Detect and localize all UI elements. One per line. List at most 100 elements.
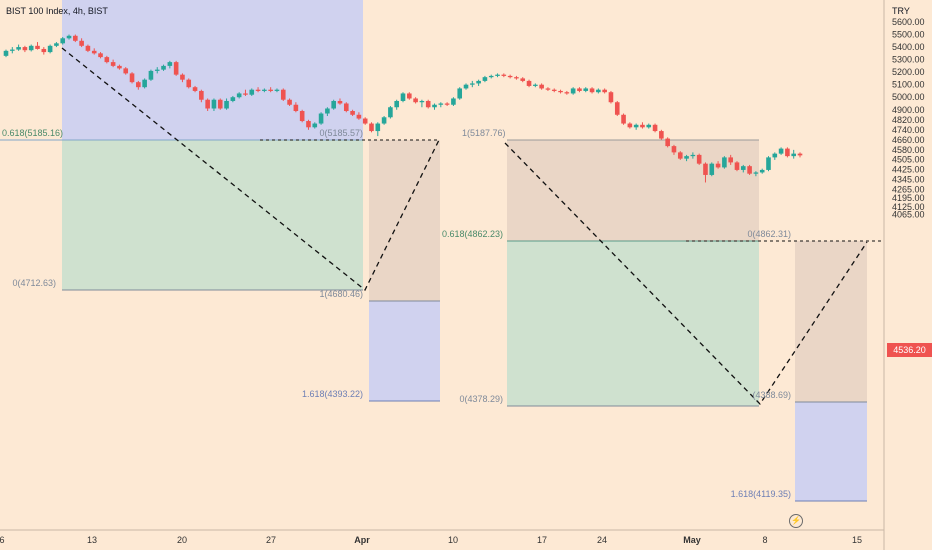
candle xyxy=(791,149,796,159)
candle-body xyxy=(211,99,217,109)
candle xyxy=(608,90,614,104)
candle-body xyxy=(22,47,28,51)
candle xyxy=(614,100,620,117)
candle xyxy=(337,98,343,105)
candle-body xyxy=(110,62,116,66)
candle-body xyxy=(677,152,683,159)
candle-body xyxy=(161,65,166,70)
candle xyxy=(602,88,607,94)
candle xyxy=(16,44,21,51)
y-tick-label: 4425.00 xyxy=(892,164,925,174)
candle xyxy=(54,42,59,48)
zone-a-blue xyxy=(62,0,363,140)
candle-body xyxy=(539,84,544,89)
candle-body xyxy=(54,43,59,46)
candle-body xyxy=(407,93,412,99)
candle-body xyxy=(129,73,135,83)
candle xyxy=(331,99,336,110)
candle xyxy=(703,162,708,183)
candle xyxy=(394,99,399,110)
candle xyxy=(551,88,557,93)
candle xyxy=(583,87,589,93)
candle xyxy=(514,75,519,80)
fib-label: 0(5185.57) xyxy=(319,128,363,138)
candle xyxy=(425,99,431,109)
candle-body xyxy=(331,100,336,109)
candle-body xyxy=(173,62,179,75)
y-tick-label: 4580.00 xyxy=(892,145,925,155)
candle-body xyxy=(28,45,34,51)
candle xyxy=(501,73,507,78)
candle-body xyxy=(596,89,601,93)
candle xyxy=(558,89,563,94)
candle xyxy=(671,144,677,155)
x-tick-label: 6 xyxy=(0,535,5,545)
candle xyxy=(627,122,633,129)
fib-label: 0(4712.63) xyxy=(12,278,56,288)
candle-body xyxy=(514,77,519,79)
candle-body xyxy=(621,114,626,124)
candle-body xyxy=(73,35,78,41)
candle-body xyxy=(564,92,570,94)
candle xyxy=(652,123,658,133)
y-tick-label: 5400.00 xyxy=(892,42,925,52)
dash-leg-1 xyxy=(61,47,441,292)
candle-body xyxy=(583,88,589,91)
y-tick-label: 5000.00 xyxy=(892,92,925,102)
candle xyxy=(734,161,740,172)
candle xyxy=(413,97,418,104)
candle-body xyxy=(577,88,582,91)
candle-body xyxy=(640,124,645,128)
candle xyxy=(463,83,469,90)
zone-c-green xyxy=(507,241,759,406)
candle xyxy=(369,122,374,133)
candle-body xyxy=(696,154,702,164)
y-tick-label: 4900.00 xyxy=(892,105,925,115)
candle-body xyxy=(690,154,696,157)
candle xyxy=(646,123,652,129)
candle xyxy=(224,98,229,110)
fib-labels: 0.618(5185.16) 0(4712.63) 0(5185.57) 1(4680… xyxy=(2,128,791,499)
candle-body xyxy=(91,50,97,54)
y-tick-label: 4125.00 xyxy=(892,202,925,212)
candle xyxy=(91,48,97,55)
zone-d-blue xyxy=(795,402,867,501)
candle-body xyxy=(199,90,204,100)
candle-body xyxy=(463,84,469,89)
candle xyxy=(526,79,532,88)
candle-body xyxy=(413,98,418,103)
candle-body xyxy=(753,172,759,174)
x-tick-label: 20 xyxy=(177,535,187,545)
zone-b-tan xyxy=(369,140,440,301)
candle-body xyxy=(325,108,330,114)
candle xyxy=(362,117,368,125)
candle xyxy=(457,87,463,100)
candle xyxy=(205,98,210,112)
candle-body xyxy=(570,88,576,94)
x-tick-label: 27 xyxy=(266,535,276,545)
candle-body xyxy=(192,87,198,91)
x-tick-label: 13 xyxy=(87,535,97,545)
dash-leg-2 xyxy=(504,142,868,406)
fib-label: 0(4378.29) xyxy=(459,394,503,404)
candle-body xyxy=(797,153,803,156)
candle xyxy=(407,92,412,100)
candle xyxy=(343,102,349,113)
x-tick-label: Apr xyxy=(354,535,370,545)
candle-body xyxy=(451,98,456,105)
candle-body xyxy=(728,157,733,163)
candle-body xyxy=(369,123,374,132)
lightning-icon[interactable]: ⚡ xyxy=(789,514,803,528)
candle-body xyxy=(312,123,318,128)
candle-body xyxy=(123,68,129,74)
candle xyxy=(104,55,110,64)
candles xyxy=(3,34,803,183)
y-tick-label: 4740.00 xyxy=(892,125,925,135)
candle-body xyxy=(608,92,614,103)
candle xyxy=(740,164,746,173)
candle xyxy=(533,83,538,88)
candle-body xyxy=(476,80,481,84)
candle xyxy=(255,87,261,93)
candle xyxy=(35,42,40,50)
